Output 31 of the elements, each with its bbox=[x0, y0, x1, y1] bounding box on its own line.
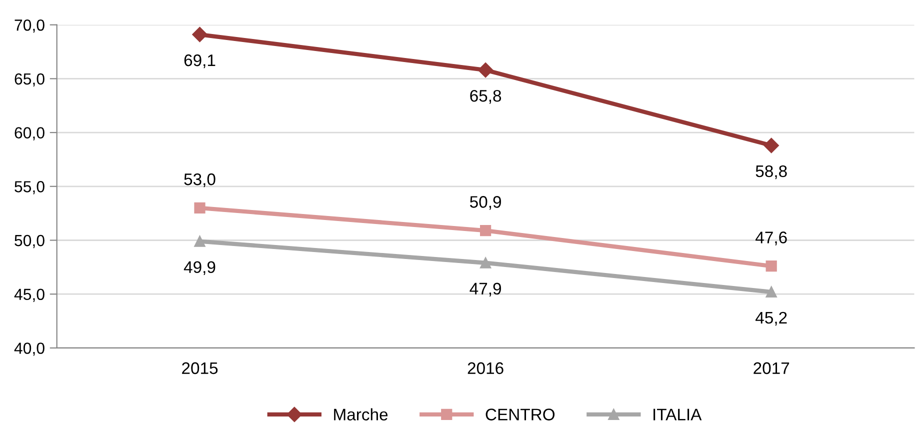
legend-label: ITALIA bbox=[654, 408, 702, 420]
data-label: 49,9 bbox=[184, 261, 216, 275]
y-tick-label: 50,0 bbox=[14, 234, 44, 248]
point bbox=[194, 236, 206, 247]
data-label: 45,2 bbox=[756, 312, 787, 326]
data-label: 50,9 bbox=[470, 196, 501, 210]
data-label: 53,0 bbox=[184, 173, 216, 188]
y-tick-label: 60,0 bbox=[14, 127, 44, 140]
y-tick-label: 55,0 bbox=[14, 181, 44, 194]
data-label: 58,8 bbox=[756, 165, 787, 180]
x-tick-label: 2017 bbox=[754, 362, 790, 374]
data-label: 47,9 bbox=[470, 282, 501, 297]
point bbox=[192, 26, 208, 42]
point bbox=[480, 225, 492, 236]
x-tick-label: 2016 bbox=[468, 362, 504, 374]
data-label: 69,1 bbox=[184, 54, 216, 68]
point bbox=[478, 62, 494, 78]
legend-label: Marche bbox=[334, 408, 388, 420]
point bbox=[764, 138, 779, 154]
data-label: 65,8 bbox=[470, 90, 502, 104]
point bbox=[766, 286, 777, 298]
y-tick-label: 65,0 bbox=[14, 73, 44, 87]
point bbox=[766, 260, 777, 272]
legend-label: CENTRO bbox=[486, 408, 555, 420]
x-tick-label: 2015 bbox=[182, 362, 218, 374]
y-tick-label: 45,0 bbox=[14, 288, 44, 302]
point bbox=[194, 202, 206, 214]
y-tick-label: 40,0 bbox=[14, 342, 44, 356]
point bbox=[480, 257, 492, 268]
y-tick-label: 70,0 bbox=[14, 19, 44, 33]
data-label: 47,6 bbox=[756, 232, 787, 246]
